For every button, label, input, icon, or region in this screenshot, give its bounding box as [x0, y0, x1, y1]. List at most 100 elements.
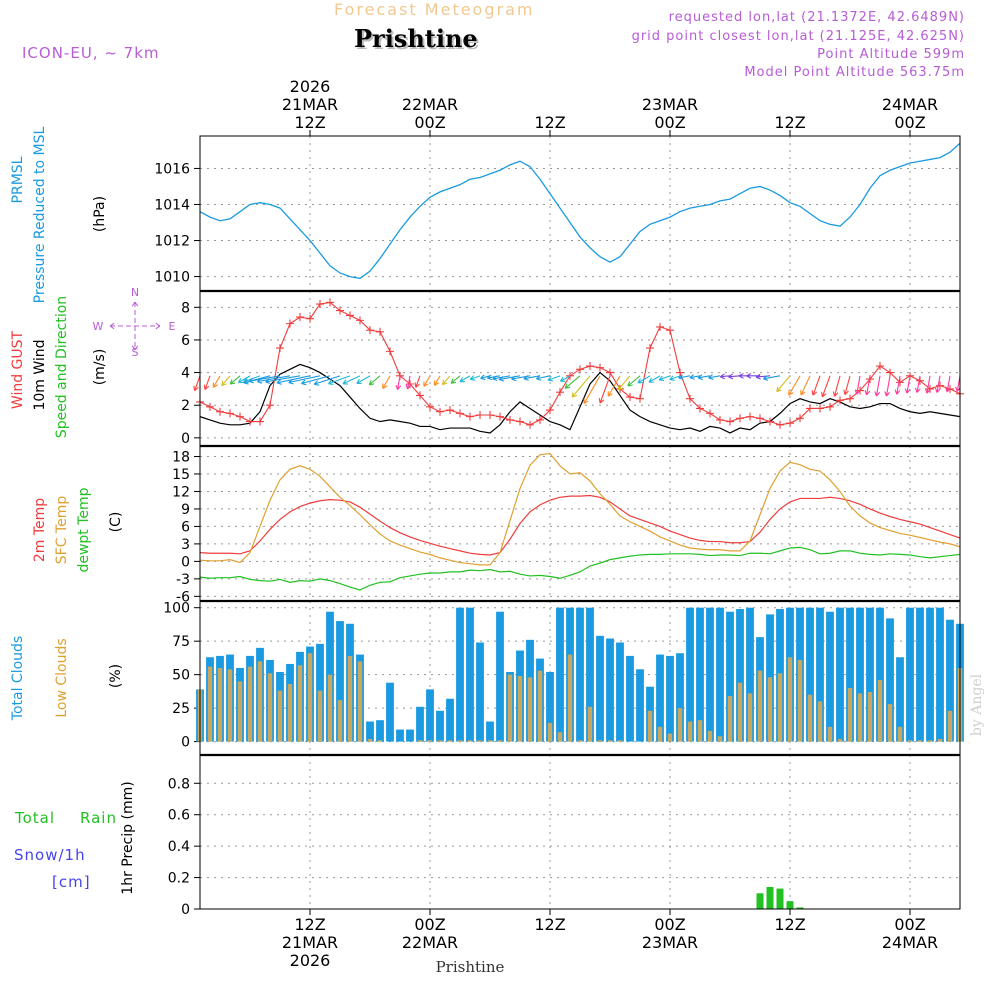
gust-marker [366, 326, 374, 335]
low-cloud-bar [687, 721, 693, 742]
wind-direction-arrow [945, 375, 951, 393]
total-cloud-bar [706, 607, 714, 742]
gust-marker [486, 411, 494, 419]
gust-marker [816, 404, 824, 413]
compass-n: N [131, 286, 139, 299]
low-cloud-bar [517, 675, 523, 742]
total-cloud-bar [586, 607, 594, 742]
gust-marker [276, 344, 284, 353]
gust-marker [546, 406, 554, 415]
wind-direction-arrow [571, 375, 591, 398]
precip-ytick-label: 0.6 [168, 808, 190, 824]
dewpt-line [199, 546, 961, 591]
gust-marker [696, 404, 704, 413]
wind-direction-arrow [212, 375, 221, 388]
temperature-ytick-label: 18 [172, 449, 190, 465]
wind-direction-arrow [469, 375, 481, 381]
bottom-time-label: 21MAR [282, 933, 338, 952]
clouds-ytick-label: 25 [172, 701, 190, 717]
wind-direction-arrow [243, 375, 271, 385]
gust-marker [456, 409, 464, 418]
low-cloud-bar [707, 730, 713, 742]
low-cloud-bar [587, 706, 593, 742]
low-cloud-bar [727, 696, 733, 742]
wind-ytick-label: 4 [181, 366, 190, 382]
wind-direction-arrow [442, 375, 451, 386]
gust-marker [266, 401, 274, 410]
low-cloud-bar [737, 682, 743, 742]
wind-direction-arrow [669, 375, 681, 381]
total-cloud-bar [726, 611, 734, 742]
total-cloud-bar [496, 611, 504, 742]
gust-marker [726, 417, 734, 426]
bottom-time-label: 12Z [294, 915, 325, 934]
wind-direction-arrow [301, 375, 331, 386]
gust-marker [876, 362, 884, 371]
total-cloud-bar [626, 655, 634, 742]
gust-marker [836, 396, 844, 405]
top-time-label: 00Z [414, 113, 445, 132]
low-cloud-bar [647, 710, 653, 742]
low-cloud-bar [307, 653, 313, 742]
total-cloud-bar [376, 720, 384, 742]
wind-direction-arrow [658, 375, 671, 382]
low-cloud-bar [777, 673, 783, 742]
total-cloud-bar [826, 611, 834, 742]
total-cloud-bar [476, 642, 484, 742]
wind-direction-arrow [598, 375, 611, 404]
wind-direction-arrow [288, 375, 321, 385]
precip-ytick-label: 0.2 [168, 871, 190, 887]
temp-label-2m: 2m Temp [32, 498, 48, 562]
wind-direction-arrow [368, 375, 381, 386]
low-cloud-bar [287, 684, 293, 742]
low-cloud-bar [557, 732, 563, 742]
low-cloud-bar [317, 690, 323, 742]
pressure-ytick-label: 1014 [154, 197, 190, 213]
wind-direction-arrow [678, 374, 691, 380]
low-cloud-bar [897, 726, 903, 742]
gust-marker [336, 306, 344, 315]
total-cloud-bar [546, 671, 554, 742]
total-cloud-bar [556, 607, 564, 742]
wind-direction-arrow [689, 374, 701, 380]
wind-direction-arrow [405, 375, 412, 390]
wind-direction-arrow [719, 373, 731, 380]
low-cloud-bar [217, 667, 223, 742]
location-title: Prishtine [354, 24, 478, 53]
rain-bar [766, 887, 774, 909]
gust-marker [326, 298, 334, 307]
gust-marker [296, 313, 304, 322]
low-cloud-bar [417, 740, 423, 742]
wind-direction-arrow [864, 375, 871, 396]
wind-direction-arrow [237, 375, 251, 384]
bottom-time-label: 2026 [290, 951, 331, 970]
low-cloud-bar [507, 674, 513, 742]
gust-marker [806, 404, 814, 413]
low-cloud-bar [947, 710, 953, 742]
temp2m-line [199, 494, 961, 556]
wind-direction-arrow [382, 375, 391, 389]
gust-marker [226, 409, 234, 418]
wind-direction-arrow [313, 375, 341, 386]
low-cloud-bar [257, 661, 263, 742]
low-cloud-bar [617, 740, 623, 742]
low-cloud-bar [907, 740, 913, 742]
gust-marker [606, 368, 614, 377]
total-cloud-bar [696, 607, 704, 742]
gust-marker [706, 409, 714, 418]
temperature-ytick-label: 0 [181, 554, 190, 570]
low-cloud-bar [367, 738, 373, 742]
low-cloud-bar [937, 738, 943, 742]
gust-marker [596, 363, 604, 372]
top-time-label: 2026 [290, 77, 331, 96]
wind-direction-arrow [564, 375, 581, 389]
wind-direction-arrow [894, 375, 901, 395]
gust-marker [216, 407, 224, 416]
wind-direction-arrow [256, 375, 291, 384]
gust-marker [786, 419, 794, 428]
temperature-ytick-label: 3 [181, 537, 190, 553]
wind-direction-arrow [617, 375, 631, 391]
low-cloud-bar [497, 740, 503, 742]
gust-marker [586, 362, 594, 371]
watermark: by Angel [969, 673, 985, 737]
